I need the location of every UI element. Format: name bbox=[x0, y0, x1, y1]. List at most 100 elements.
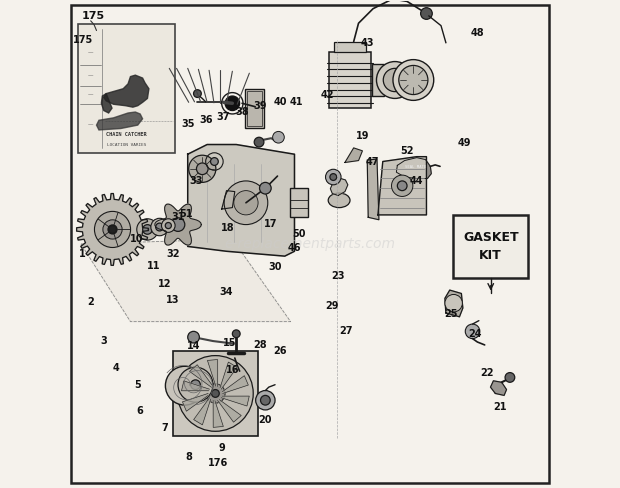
Polygon shape bbox=[396, 158, 432, 179]
Text: 31: 31 bbox=[171, 212, 185, 223]
Circle shape bbox=[211, 158, 218, 165]
Circle shape bbox=[225, 96, 240, 111]
Text: 12: 12 bbox=[157, 279, 171, 289]
Text: 28: 28 bbox=[254, 340, 267, 350]
Polygon shape bbox=[367, 159, 379, 220]
Circle shape bbox=[177, 356, 253, 431]
Text: 36: 36 bbox=[199, 115, 213, 125]
Polygon shape bbox=[188, 144, 294, 256]
Text: e-replacementparts.com: e-replacementparts.com bbox=[224, 237, 396, 251]
Circle shape bbox=[166, 223, 171, 228]
Circle shape bbox=[162, 219, 175, 232]
Text: 9: 9 bbox=[218, 443, 225, 453]
Circle shape bbox=[399, 65, 428, 95]
Polygon shape bbox=[213, 400, 223, 427]
Text: 50: 50 bbox=[293, 229, 306, 239]
Polygon shape bbox=[378, 157, 427, 215]
Circle shape bbox=[326, 169, 341, 185]
Circle shape bbox=[103, 220, 122, 239]
Polygon shape bbox=[190, 365, 213, 387]
Text: 20: 20 bbox=[259, 415, 272, 425]
Bar bbox=[173, 351, 258, 436]
Text: 14: 14 bbox=[187, 341, 200, 351]
Polygon shape bbox=[155, 204, 202, 245]
Text: 24: 24 bbox=[468, 329, 482, 339]
Polygon shape bbox=[330, 178, 348, 196]
Text: 8: 8 bbox=[185, 451, 192, 462]
Circle shape bbox=[197, 163, 208, 175]
Polygon shape bbox=[445, 290, 463, 317]
Text: 33: 33 bbox=[189, 176, 203, 186]
Text: 16: 16 bbox=[226, 365, 239, 375]
Circle shape bbox=[206, 384, 225, 403]
Bar bbox=[246, 89, 264, 127]
Text: 42: 42 bbox=[321, 90, 334, 100]
Circle shape bbox=[224, 181, 268, 224]
Bar bbox=[247, 91, 262, 125]
Polygon shape bbox=[223, 376, 248, 393]
Text: —: — bbox=[87, 73, 93, 78]
Text: 47: 47 bbox=[365, 158, 379, 167]
Polygon shape bbox=[182, 393, 208, 411]
Text: 39: 39 bbox=[254, 101, 267, 111]
Polygon shape bbox=[101, 94, 112, 113]
Circle shape bbox=[391, 175, 413, 197]
Text: 52: 52 bbox=[401, 146, 414, 156]
Circle shape bbox=[397, 181, 407, 191]
Polygon shape bbox=[220, 362, 237, 389]
Polygon shape bbox=[182, 381, 210, 391]
Circle shape bbox=[188, 155, 216, 183]
Text: 10: 10 bbox=[130, 234, 143, 244]
Text: 22: 22 bbox=[480, 367, 494, 378]
Text: 49: 49 bbox=[458, 138, 471, 148]
Polygon shape bbox=[490, 381, 507, 395]
Text: 18: 18 bbox=[221, 224, 234, 233]
Text: 23: 23 bbox=[332, 270, 345, 281]
Text: 35: 35 bbox=[181, 119, 195, 129]
Polygon shape bbox=[221, 396, 249, 406]
Polygon shape bbox=[222, 191, 235, 209]
Text: —: — bbox=[87, 92, 93, 98]
Circle shape bbox=[255, 390, 275, 410]
Text: 175: 175 bbox=[73, 35, 94, 45]
Circle shape bbox=[330, 174, 337, 181]
Circle shape bbox=[505, 372, 515, 382]
Bar bbox=[371, 64, 384, 96]
Text: —: — bbox=[87, 50, 93, 55]
Circle shape bbox=[108, 225, 117, 234]
Circle shape bbox=[254, 137, 264, 147]
Text: 41: 41 bbox=[290, 97, 303, 107]
Text: 15: 15 bbox=[223, 339, 237, 348]
Polygon shape bbox=[81, 239, 291, 322]
Circle shape bbox=[465, 324, 480, 339]
Text: 175: 175 bbox=[82, 11, 105, 21]
Text: 34: 34 bbox=[220, 286, 233, 297]
Bar bbox=[334, 41, 366, 52]
Circle shape bbox=[156, 223, 164, 231]
Text: —: — bbox=[87, 122, 93, 127]
Circle shape bbox=[232, 330, 240, 338]
Text: 6: 6 bbox=[137, 407, 144, 416]
Text: 17: 17 bbox=[264, 219, 277, 228]
Circle shape bbox=[234, 191, 258, 215]
Polygon shape bbox=[208, 360, 218, 386]
Circle shape bbox=[108, 225, 117, 233]
Circle shape bbox=[166, 366, 204, 405]
Circle shape bbox=[151, 218, 168, 236]
Circle shape bbox=[188, 331, 200, 343]
Bar bbox=[453, 215, 528, 278]
Text: 13: 13 bbox=[166, 295, 180, 305]
Text: 7: 7 bbox=[161, 424, 168, 433]
Bar bbox=[78, 24, 175, 153]
Text: 176: 176 bbox=[208, 458, 228, 468]
Text: LOCATION VARIES: LOCATION VARIES bbox=[107, 143, 146, 147]
Circle shape bbox=[178, 367, 213, 402]
Circle shape bbox=[211, 389, 219, 397]
Circle shape bbox=[445, 294, 463, 312]
Text: 5: 5 bbox=[135, 380, 141, 390]
Circle shape bbox=[260, 395, 270, 405]
Circle shape bbox=[383, 68, 407, 92]
Bar bbox=[329, 52, 371, 108]
Text: 38: 38 bbox=[235, 107, 249, 117]
Text: 11: 11 bbox=[147, 261, 161, 271]
